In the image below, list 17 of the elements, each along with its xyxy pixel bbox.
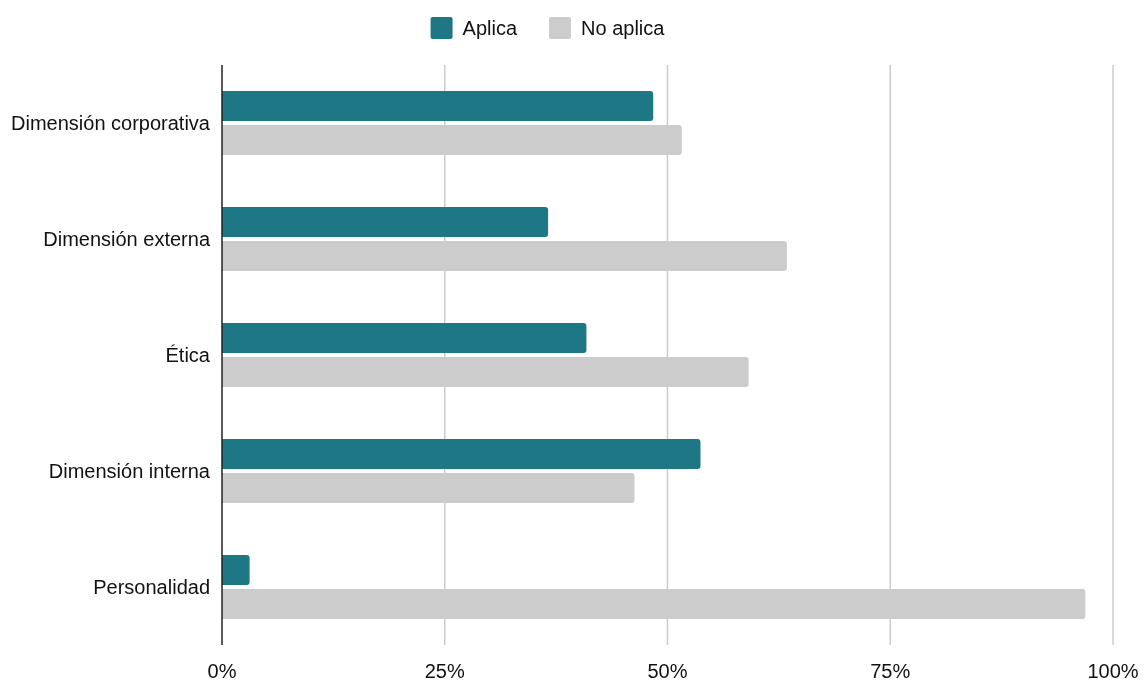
y-tick-label: Dimensión interna [48,460,211,482]
y-tick-label: Dimensión externa [43,228,211,250]
legend-label: Aplica [462,17,518,39]
y-tick-label: Dimensión corporativa [11,112,211,134]
bar [222,91,654,121]
bar [222,555,250,585]
x-tick-label: 25% [424,660,465,682]
x-tick-label: 50% [647,660,688,682]
x-tick-label: 75% [870,660,911,682]
bar [222,207,549,237]
y-tick-label: Ética [165,344,211,366]
legend-label: No aplica [581,17,666,39]
x-tick-label: 0% [207,660,237,682]
bar [222,323,587,353]
bar [222,439,701,469]
x-tick-label: 100% [1087,660,1139,682]
y-tick-label: Personalidad [93,576,210,598]
